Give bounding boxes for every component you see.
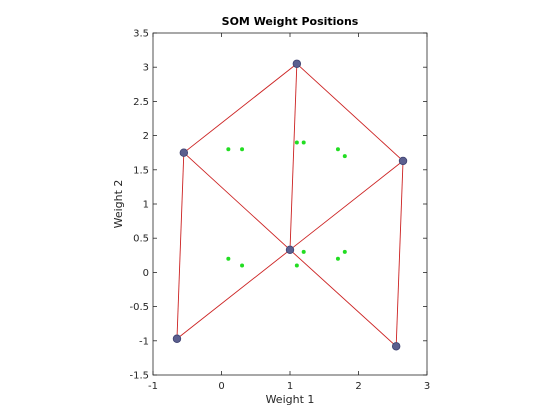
input-point: [294, 263, 299, 268]
y-tick-label: 3.5: [133, 29, 149, 40]
y-tick-label: -1.5: [129, 371, 149, 382]
neuron-point: [179, 148, 189, 157]
som-edge: [289, 63, 298, 250]
input-point: [342, 249, 347, 254]
som-edge: [289, 249, 397, 347]
neuron-points: [172, 59, 408, 351]
som-edge: [395, 160, 404, 347]
x-tick-label: 0: [218, 381, 224, 392]
input-point: [301, 140, 306, 145]
input-point: [226, 256, 231, 261]
y-tick-label: 2.5: [133, 97, 149, 108]
input-point: [301, 249, 306, 254]
y-tick-label: -1: [139, 336, 149, 347]
neuron-point: [391, 342, 401, 351]
input-point: [226, 147, 231, 152]
som-edge: [183, 63, 298, 154]
input-point: [342, 154, 347, 159]
x-tick-label: 1: [287, 381, 293, 392]
som-edge: [183, 152, 291, 251]
input-points: [226, 140, 347, 268]
neuron-point: [285, 245, 295, 255]
y-tick-label: 0.5: [133, 234, 149, 245]
x-tick-label: -1: [148, 381, 158, 392]
neuron-point: [292, 59, 302, 68]
x-axis-label: Weight 1: [266, 393, 315, 406]
chart-title: SOM Weight Positions: [222, 15, 359, 28]
axis-ticks: -1 0 1 2 3-1.5-1-0.500.511.522.533.5: [129, 29, 430, 393]
som-edge: [176, 152, 185, 339]
input-point: [294, 140, 299, 145]
som-edge: [176, 249, 291, 340]
plot-area: [152, 32, 428, 376]
som-edge: [289, 160, 404, 251]
input-point: [240, 147, 245, 152]
x-tick-label: 3: [424, 381, 430, 392]
input-point: [335, 147, 340, 152]
y-tick-label: 0: [143, 268, 149, 279]
y-tick-label: 1.5: [133, 165, 149, 176]
y-tick-label: 3: [143, 63, 149, 74]
som-edge: [296, 63, 404, 162]
neuron-point: [172, 334, 182, 343]
som-edges: [176, 63, 404, 347]
input-point: [335, 256, 340, 261]
y-tick-label: 1: [143, 200, 149, 211]
input-point: [240, 263, 245, 268]
neuron-point: [398, 156, 408, 166]
y-tick-label: 2: [143, 131, 149, 142]
y-axis-label: Weight 2: [112, 180, 125, 229]
x-tick-label: 2: [355, 381, 361, 392]
y-tick-label: -0.5: [129, 302, 149, 313]
